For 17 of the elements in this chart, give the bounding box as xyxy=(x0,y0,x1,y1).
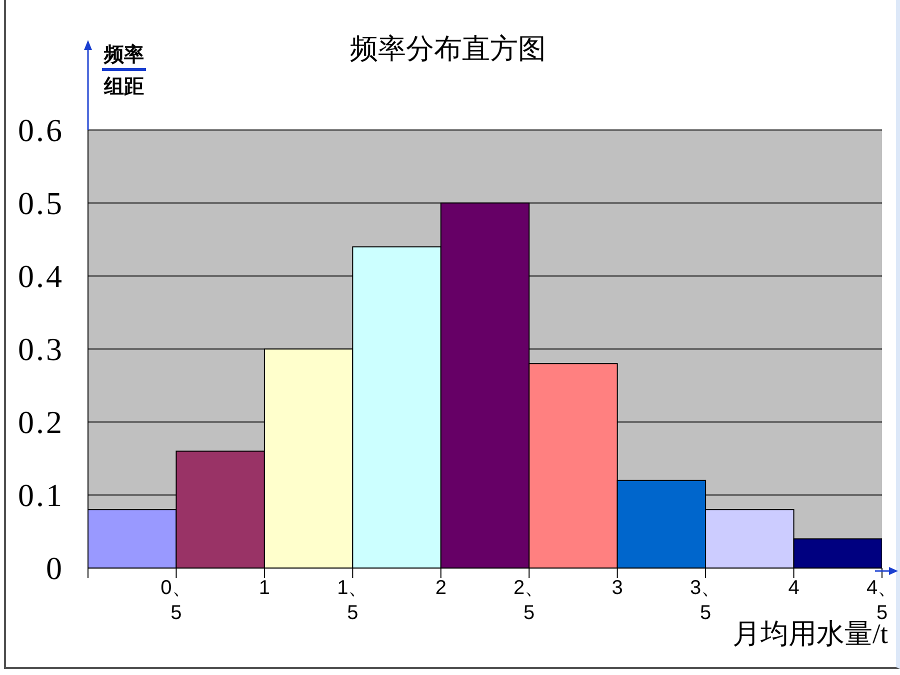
x-tick-label: 1 xyxy=(258,577,270,599)
x-tick-label: 4 xyxy=(788,577,800,599)
y-axis-title: 频率组距 xyxy=(104,42,144,98)
y-tick-label: 0.4 xyxy=(18,258,64,294)
x-tick-label: 3 xyxy=(612,577,623,599)
y-tick-label: 0.6 xyxy=(18,112,64,148)
y-tick-label: 0.3 xyxy=(18,331,64,368)
y-tick-label: 0.2 xyxy=(18,404,64,440)
x-tick-label: 2 xyxy=(435,577,446,599)
x-tick-label: 2、5 xyxy=(514,577,545,624)
x-tick-label: 0、5 xyxy=(160,577,192,624)
x-tick-label: 1、5 xyxy=(337,577,368,624)
x-tick-label: 3、5 xyxy=(690,577,722,624)
y-tick-label: 0.5 xyxy=(18,185,64,222)
y-tick-label: 0.1 xyxy=(18,477,64,514)
chart-title: 频率分布直方图 xyxy=(350,34,546,65)
y-tick-label: 0 xyxy=(46,550,64,586)
